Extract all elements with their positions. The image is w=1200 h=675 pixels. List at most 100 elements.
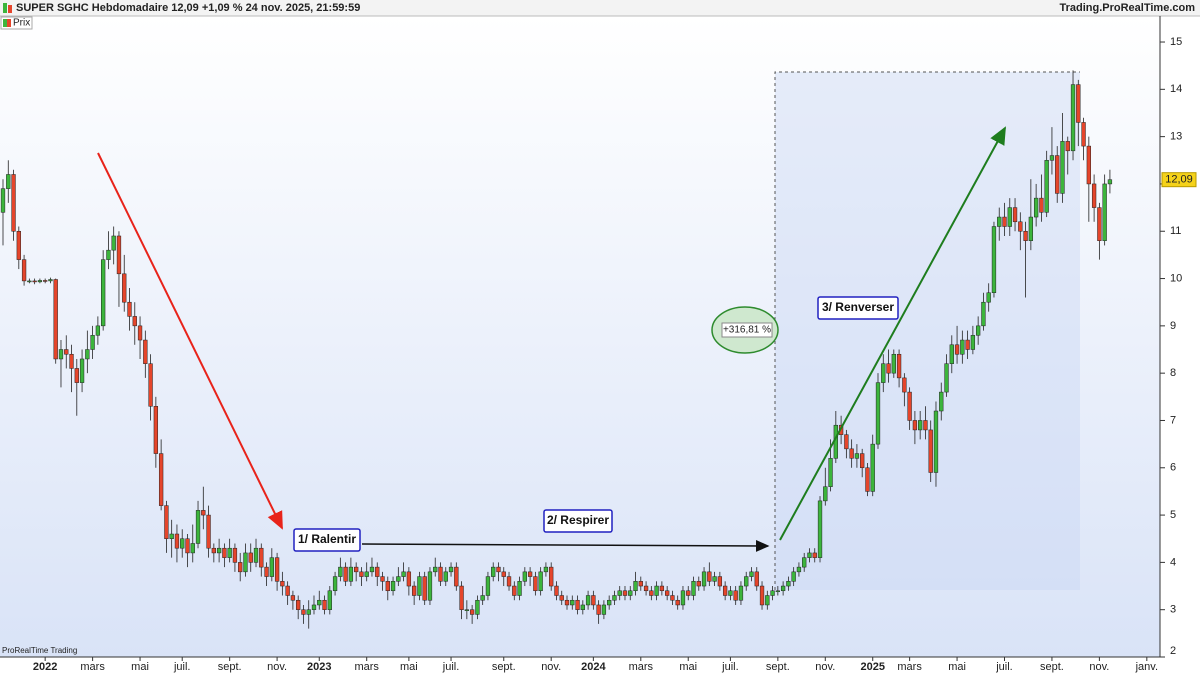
highlight-zone (775, 72, 1080, 590)
candle-body (501, 571, 506, 577)
x-tick-label: 2025 (860, 661, 884, 673)
candle-body (317, 599, 322, 606)
candle-body (1102, 183, 1107, 241)
candle-body (939, 391, 944, 412)
candle-body (27, 280, 32, 283)
candle-body (923, 420, 928, 431)
candle-body (58, 349, 64, 360)
candle-body (95, 325, 101, 336)
candle-body (1033, 197, 1039, 218)
candle-body (48, 279, 53, 282)
candle-body (311, 604, 317, 610)
candle-body (438, 566, 443, 582)
y-tick-label: 4 (1170, 556, 1176, 568)
candle-body (280, 581, 285, 587)
candle-body (933, 410, 939, 473)
candle-body (1060, 141, 1065, 194)
candle-body (944, 363, 949, 393)
candle-body (907, 391, 912, 421)
price-tag-label: 12,09 (1165, 174, 1193, 186)
candle-body (538, 571, 543, 592)
candle-body (253, 547, 259, 563)
candle-body (90, 335, 95, 350)
candle-body (369, 566, 375, 573)
candle-body (1097, 207, 1102, 241)
candle-body (854, 453, 860, 459)
candle-body (53, 279, 58, 360)
candle-body (1065, 141, 1070, 152)
candle-body (875, 382, 881, 445)
candle-body (549, 566, 554, 587)
candle-body (169, 533, 174, 539)
candle-body (1070, 84, 1076, 152)
candle-body (554, 585, 559, 596)
candle-body (6, 174, 11, 189)
candle-body (543, 566, 549, 573)
candle-body (970, 335, 976, 350)
candle-body (654, 585, 659, 596)
candle-body (559, 595, 564, 601)
candle-body (85, 349, 90, 360)
candle-body (601, 604, 607, 615)
candle-body (343, 566, 348, 582)
candle-body (506, 576, 512, 587)
candle-body (21, 259, 27, 282)
candle-body (765, 595, 770, 606)
candle-body (533, 576, 538, 592)
candle-body (380, 576, 385, 582)
candle-body (802, 557, 807, 568)
candle-body (143, 339, 148, 364)
candle-body (997, 216, 1002, 227)
candle-body (607, 599, 612, 606)
candle-body (780, 585, 786, 592)
source: Trading.ProRealTime.com (1059, 2, 1195, 14)
candle-body (417, 576, 422, 596)
candle-body (464, 609, 470, 611)
candle-body (106, 249, 111, 260)
candle-body (375, 566, 380, 577)
annotation: 1/ Ralentir (298, 532, 356, 546)
annotation: 3/ Renverser (822, 300, 894, 314)
candle-body (585, 595, 591, 606)
candle-body (591, 595, 596, 606)
chart-title: SUPER SGHC Hebdomadaire 12,09 +1,09 % 24… (16, 2, 360, 14)
candle-body (527, 571, 533, 577)
candle-body (332, 576, 338, 592)
candle-body (396, 576, 401, 582)
candle-body (712, 576, 717, 582)
candle-body (575, 599, 580, 610)
candle-body (928, 429, 933, 473)
measure-box (774, 71, 1080, 590)
candle-body (406, 571, 412, 587)
candle-body (201, 510, 206, 516)
candle-body (359, 571, 364, 577)
candle-body (749, 571, 754, 577)
candle-body (1018, 221, 1023, 232)
y-tick-label: 2 (1170, 645, 1176, 657)
candle-body (327, 590, 332, 610)
candle-body (480, 595, 485, 601)
candle-body (216, 547, 222, 554)
x-tick-label: 2023 (307, 661, 331, 673)
candle-body (823, 486, 828, 502)
candle-body (965, 339, 970, 350)
x-tick-label: mars (354, 661, 379, 673)
candle-body (11, 174, 16, 232)
candle-body (1039, 197, 1044, 213)
candle-body (1107, 179, 1113, 185)
x-tick-label: nov. (815, 661, 835, 673)
candle-body (1081, 122, 1086, 147)
candle-body (469, 609, 475, 615)
candle-body (238, 562, 243, 573)
candle-body (707, 571, 712, 582)
candle-body (0, 188, 6, 213)
candle-body (211, 547, 216, 554)
x-tick-label: juil. (173, 661, 191, 673)
candle-body (1002, 216, 1007, 227)
candle-body (622, 590, 628, 596)
candle-body (496, 566, 501, 573)
candle-body (564, 599, 570, 606)
legend-swatch (3, 19, 7, 27)
candle-body (411, 585, 417, 596)
